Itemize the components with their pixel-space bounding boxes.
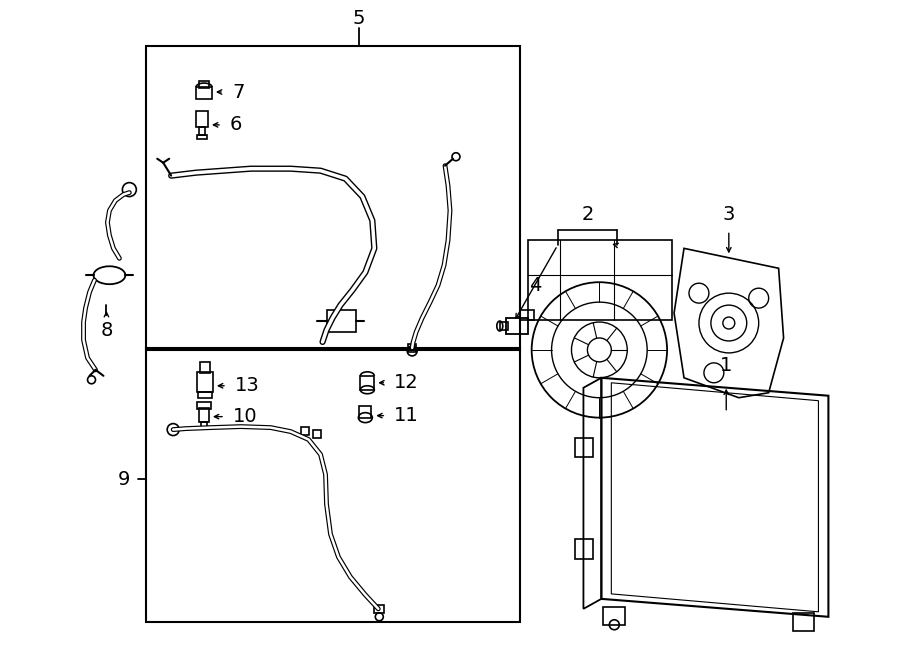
Bar (360, 376, 374, 390)
Bar (575, 539, 593, 559)
Text: 11: 11 (394, 406, 419, 425)
Bar (196, 87, 212, 99)
Bar (301, 426, 309, 434)
Text: 6: 6 (230, 116, 242, 134)
Bar (199, 408, 209, 422)
Bar (374, 605, 384, 613)
Bar (603, 607, 625, 625)
Text: 5: 5 (353, 9, 365, 28)
Text: 1: 1 (720, 356, 733, 375)
Bar (359, 406, 372, 418)
Bar (196, 111, 208, 127)
Bar (199, 127, 205, 135)
Bar (575, 438, 593, 457)
Text: 8: 8 (100, 321, 112, 340)
Bar (519, 310, 534, 320)
Text: 7: 7 (232, 83, 244, 102)
Bar (527, 241, 672, 320)
Bar (201, 422, 207, 428)
Bar (197, 372, 213, 392)
Bar (327, 310, 356, 332)
Bar (793, 613, 814, 631)
Bar (409, 344, 416, 352)
Bar (197, 402, 211, 408)
Text: 2: 2 (581, 205, 594, 224)
Bar (312, 430, 320, 438)
Bar (198, 392, 212, 398)
Bar (147, 46, 519, 350)
Text: 3: 3 (723, 205, 735, 224)
Bar (500, 322, 508, 330)
Bar (147, 348, 519, 622)
Bar (197, 135, 207, 139)
Bar (200, 362, 210, 373)
Text: 13: 13 (235, 376, 260, 395)
Text: 9: 9 (118, 470, 130, 489)
Text: 10: 10 (233, 407, 257, 426)
Text: 12: 12 (394, 373, 419, 392)
Bar (506, 318, 527, 334)
Text: 4: 4 (529, 276, 542, 295)
Bar (199, 81, 209, 88)
